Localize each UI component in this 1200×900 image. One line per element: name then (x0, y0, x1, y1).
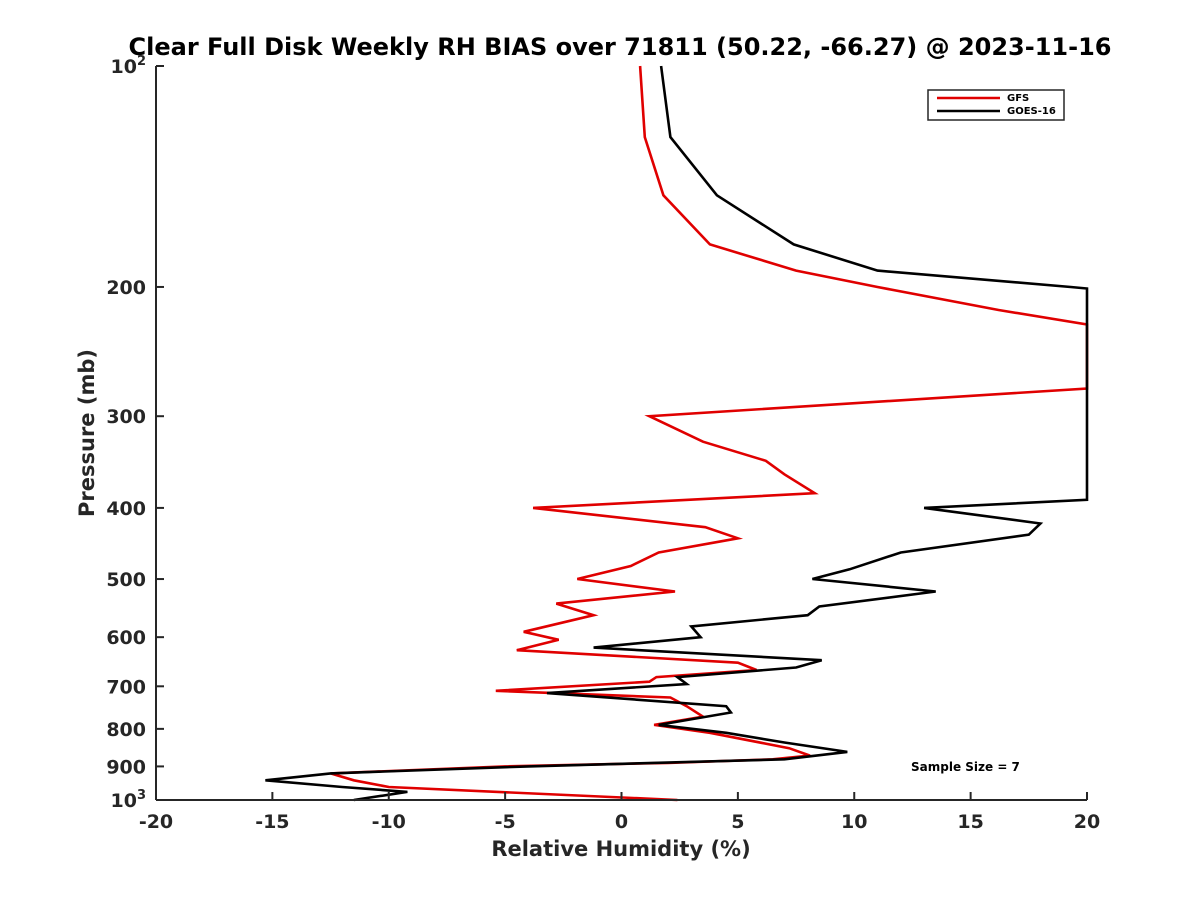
x-tick-label: 20 (1074, 811, 1100, 833)
x-tick-group: -20 -15 -10 -5 0 5 10 15 20 (139, 792, 1100, 833)
x-tick-label: 15 (957, 811, 983, 833)
legend: GFS GOES-16 (927, 89, 1065, 121)
y-tick-label: 200 (106, 277, 146, 299)
y-tick-label: 400 (106, 498, 146, 520)
series-line-gfs (330, 65, 1089, 802)
y-tick-label: 600 (106, 627, 146, 649)
y-tick-label: 500 (106, 569, 146, 591)
x-tick-label: 5 (731, 811, 744, 833)
legend-label-goes16: GOES-16 (1007, 106, 1056, 117)
y-tick-label: 103 (111, 788, 147, 812)
y-tick-label: 300 (106, 406, 146, 428)
y-tick-label: 900 (106, 756, 146, 778)
y-tick-label: 102 (111, 54, 147, 78)
sample-size-annotation: Sample Size = 7 (911, 760, 1020, 774)
legend-box (927, 89, 1065, 121)
y-axis-label: Pressure (mb) (75, 349, 99, 517)
y-tick-label: 800 (106, 719, 146, 741)
y-tick-label: 700 (106, 676, 146, 698)
x-tick-label: -5 (495, 811, 516, 833)
x-tick-label: -15 (255, 811, 289, 833)
legend-label-gfs: GFS (1007, 93, 1029, 104)
x-axis-label: Relative Humidity (%) (491, 837, 750, 861)
series-line-goes-16 (265, 65, 1089, 802)
x-tick-label: 0 (615, 811, 628, 833)
x-tick-label: -10 (372, 811, 406, 833)
x-tick-label: 10 (841, 811, 867, 833)
series-layer (265, 65, 1089, 802)
y-tick-group: 102 200 300 400 500 600 700 800 900 103 (106, 54, 164, 812)
chart-title: Clear Full Disk Weekly RH BIAS over 7181… (129, 33, 1112, 61)
x-tick-label: -20 (139, 811, 173, 833)
